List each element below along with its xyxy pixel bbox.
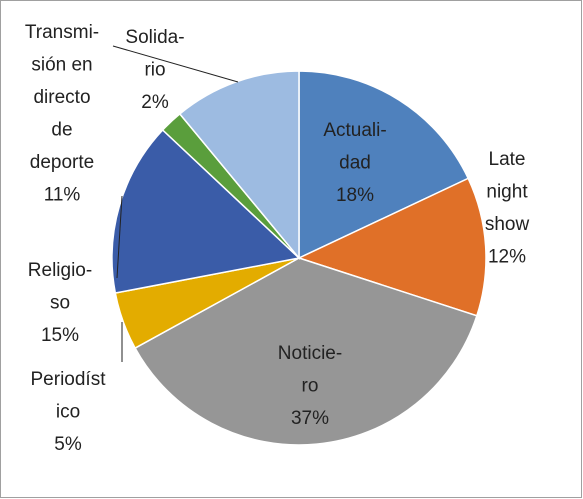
slice-label: Actuali- — [323, 120, 386, 141]
slice-label: Periodíst — [31, 369, 107, 390]
slice-label: night — [486, 182, 528, 203]
pie-slice — [134, 257, 478, 446]
slice-percent: 12% — [488, 247, 526, 268]
slice-percent: 2% — [141, 92, 169, 113]
slice-label: so — [50, 293, 70, 314]
pie-slice — [296, 177, 487, 317]
pie — [111, 70, 487, 446]
slice-percent: 11% — [44, 185, 81, 206]
labels: Actuali-dad 18% Late night show 12% Noticie-ro… — [25, 22, 530, 455]
slice-percent: 18% — [336, 185, 374, 206]
leader-line — [112, 45, 239, 83]
slice-label: sión en — [31, 55, 92, 76]
slice-label: show — [485, 214, 530, 235]
slice-percent: 15% — [41, 325, 79, 346]
slice-label: directo — [33, 87, 90, 108]
slice-label: ro — [302, 376, 319, 397]
slice-label: dad — [339, 153, 371, 174]
slice-percent: 5% — [54, 434, 82, 455]
slice-label: rio — [144, 60, 165, 81]
pie-slice — [178, 70, 300, 261]
slice-label: Late — [489, 149, 526, 170]
slice-label: de — [51, 120, 72, 141]
pie-slice — [111, 128, 301, 294]
slice-label: Religio- — [28, 260, 92, 281]
slice-label: deporte — [30, 152, 94, 173]
slice-label: Transmi- — [25, 22, 99, 43]
leader-line — [116, 195, 123, 279]
slice-label: ico — [56, 402, 80, 423]
slice-label: Noticie- — [278, 343, 342, 364]
slice-label: Solida- — [125, 27, 184, 48]
slice-percent: 37% — [291, 408, 329, 429]
pie-slice — [298, 70, 470, 260]
